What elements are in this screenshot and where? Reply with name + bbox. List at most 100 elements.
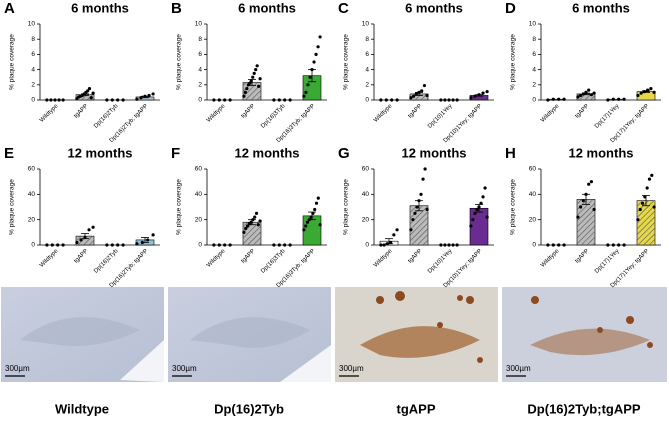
data-point (392, 233, 396, 237)
data-point (212, 98, 216, 102)
x-tick-label: tgAPP (73, 248, 89, 264)
data-point (253, 215, 257, 219)
data-point (318, 35, 322, 39)
data-point (308, 75, 312, 79)
data-point (611, 243, 615, 247)
image-caption: tgAPP (397, 401, 436, 416)
chart: C 6 months % plaque coverage 0 2 4 6 8 10 Wildtyp… (338, 0, 494, 144)
data-point (562, 243, 566, 247)
data-point (277, 98, 281, 102)
data-point (314, 201, 319, 205)
data-point (477, 205, 481, 209)
bar-hatch (76, 94, 94, 100)
panel-label: A (4, 0, 15, 17)
chart: F 12 months % plaque coverage 0 20 40 60 Wildty… (171, 145, 327, 289)
data-point (395, 228, 399, 232)
data-point (272, 243, 276, 247)
x-tick-label: Wildtype (540, 248, 561, 269)
image-caption: Dp(16)2Tyb (214, 401, 284, 416)
data-point (409, 228, 413, 232)
x-tick-label: tgAPP (240, 103, 256, 119)
panel-label: F (171, 145, 180, 162)
data-point (425, 207, 429, 212)
data-point (546, 98, 550, 102)
bar (469, 207, 489, 246)
data-point (151, 233, 155, 237)
panel-label: D (505, 0, 516, 17)
bar-hatch (243, 82, 261, 100)
data-point (475, 207, 479, 212)
data-point (228, 243, 232, 247)
y-tick-label: 8 (31, 36, 35, 43)
data-point (581, 199, 585, 203)
data-point (485, 215, 489, 219)
data-point (116, 243, 120, 247)
data-point (581, 92, 585, 96)
y-axis-label: % plaque coverage (343, 179, 350, 235)
data-point (650, 173, 654, 177)
data-point (576, 95, 580, 99)
data-point (146, 238, 150, 242)
data-point (61, 243, 65, 247)
y-axis-label: % plaque coverage (176, 179, 183, 235)
image: 300µm Dp(16)2Tyb;tgAPP (502, 287, 667, 416)
x-tick-label: Dp(17)1Yey (594, 103, 620, 129)
x-tick-label: Dp(16)3Tyb (260, 103, 287, 130)
y-tick-label: 10 (195, 21, 203, 28)
data-point (147, 93, 151, 98)
data-point (579, 93, 583, 98)
data-point (245, 87, 249, 91)
data-point (249, 79, 253, 83)
data-point (395, 98, 399, 102)
data-point (61, 98, 65, 102)
data-point (140, 240, 144, 245)
data-point (75, 240, 79, 245)
data-point (316, 196, 320, 200)
data-point (288, 243, 292, 247)
panel-label: C (338, 0, 349, 17)
data-point (551, 97, 555, 101)
data-point (419, 192, 423, 196)
y-tick-label: 2 (532, 82, 536, 89)
data-point (584, 90, 588, 94)
data-point (411, 218, 415, 222)
y-tick-label: 0 (532, 97, 536, 104)
data-point (592, 91, 596, 95)
data-point (412, 94, 416, 98)
data-point (110, 98, 114, 102)
bar-hatch (577, 199, 595, 245)
y-tick-label: 60 (28, 166, 36, 173)
bar (606, 98, 626, 101)
data-point (455, 243, 459, 247)
data-point (587, 182, 591, 186)
data-point (584, 192, 588, 196)
data-point (288, 98, 292, 102)
data-point (251, 218, 255, 222)
data-point (617, 97, 621, 101)
image: 300µm Wildtype (1, 287, 164, 416)
data-point (417, 90, 421, 94)
data-point (244, 226, 248, 231)
x-tick-label: Wildtype (373, 248, 394, 269)
data-point (622, 243, 626, 247)
y-axis-label: % plaque coverage (510, 34, 517, 90)
data-point (50, 243, 54, 247)
bar-hatch (76, 236, 94, 245)
y-tick-label: 2 (31, 82, 35, 89)
data-point (310, 68, 314, 72)
y-tick-label: 6 (532, 51, 536, 58)
data-point (143, 94, 147, 98)
data-point (589, 93, 594, 97)
y-tick-label: 6 (31, 51, 35, 58)
data-point (409, 96, 413, 100)
data-point (217, 98, 221, 102)
data-point (49, 98, 53, 102)
data-point (313, 207, 317, 212)
y-tick-label: 10 (362, 21, 370, 28)
data-point (443, 98, 447, 102)
data-point (382, 243, 386, 247)
data-point (413, 211, 417, 215)
data-point (311, 211, 315, 215)
data-point (479, 201, 483, 205)
x-tick-label: Dp(16)2Tyb (93, 103, 120, 130)
